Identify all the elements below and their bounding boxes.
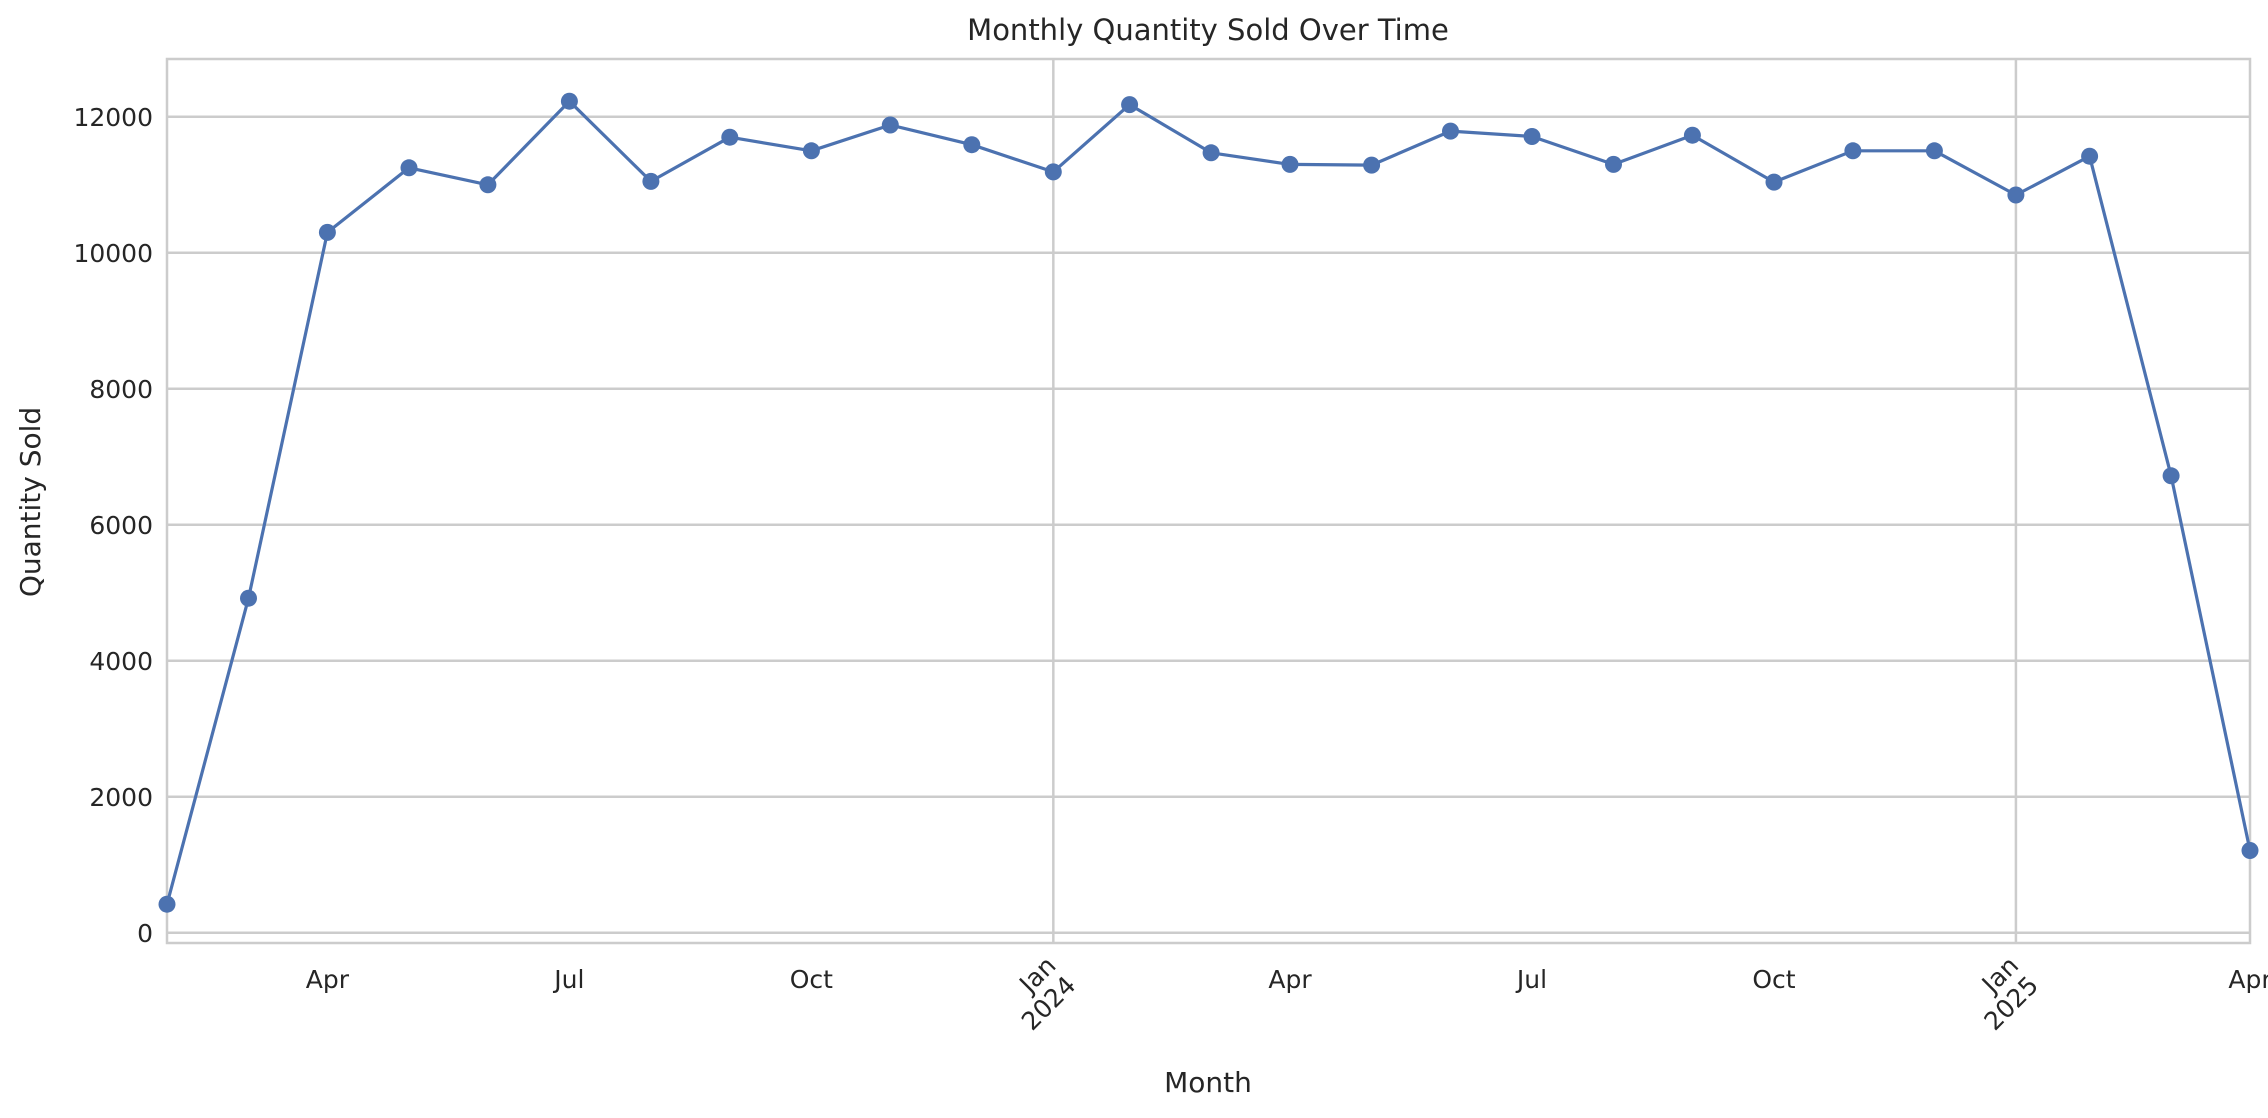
data-point: [1281, 155, 1299, 173]
y-tick-label: 6000: [89, 511, 153, 540]
x-axis-ticks: Apr Jul Oct Jan2024 Apr Jul Oct Jan2025 Apr: [306, 951, 2268, 1036]
data-point: [1202, 144, 1220, 162]
x-tick-label: Apr: [2228, 965, 2268, 994]
data-point: [240, 589, 257, 607]
y-tick-label: 0: [137, 919, 153, 948]
data-point: [2241, 842, 2259, 859]
data-point: [2162, 467, 2180, 485]
data-point: [1442, 122, 1459, 140]
data-point: [2081, 147, 2099, 165]
x-tick-label: Jan2025: [1959, 951, 2044, 1036]
data-point: [560, 92, 578, 110]
x-tick-label: Jan2024: [996, 951, 1081, 1036]
data-point: [963, 136, 981, 154]
series-line: [165, 99, 2252, 905]
data-point: [1121, 96, 1139, 114]
data-point: [479, 176, 497, 194]
data-point: [1605, 155, 1622, 173]
data-point: [1523, 128, 1541, 145]
data-point: [642, 172, 660, 190]
chart-title: Monthly Quantity Sold Over Time: [967, 13, 1449, 47]
x-tick-label: Apr: [1268, 965, 1312, 994]
y-tick-label: 8000: [89, 375, 153, 404]
data-point: [1925, 142, 1943, 160]
x-tick-label: Jul: [1515, 965, 1547, 994]
y-tick-label: 12000: [73, 103, 153, 132]
data-point: [1765, 173, 1783, 191]
data-point: [1683, 126, 1701, 144]
y-tick-label: 10000: [73, 239, 153, 268]
data-point: [721, 128, 739, 146]
y-tick-label: 4000: [89, 647, 153, 676]
x-tick-label: Oct: [1752, 965, 1795, 994]
y-tick-label: 2000: [89, 783, 153, 812]
data-point: [318, 223, 336, 241]
x-tick-label: Oct: [790, 965, 833, 994]
x-tick-label: Jul: [552, 965, 584, 994]
data-point: [2007, 186, 2025, 204]
y-axis-title: Quantity Sold: [14, 407, 47, 597]
data-point: [881, 116, 899, 134]
plot-frame: [165, 57, 2252, 945]
grid-lines: [167, 59, 2250, 943]
x-tick-label: Apr: [306, 965, 350, 994]
data-point: [158, 895, 176, 913]
data-point: [1363, 156, 1381, 174]
data-point: [400, 159, 418, 177]
data-point: [1844, 142, 1862, 160]
data-point: [1044, 163, 1062, 181]
data-point: [802, 142, 820, 160]
x-axis-title: Month: [1164, 1066, 1252, 1099]
data-points: [158, 92, 2259, 913]
y-axis-ticks: 0 2000 4000 6000 8000 10000 12000: [73, 103, 153, 948]
